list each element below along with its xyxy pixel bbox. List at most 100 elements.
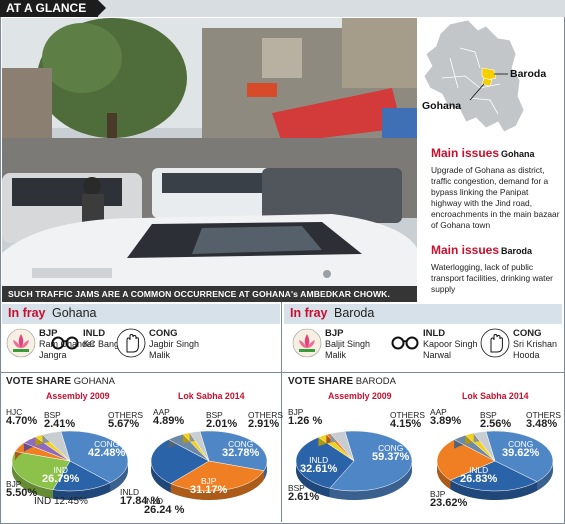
pie-label-party: BJP [430, 489, 446, 499]
pie-label-value: 42.48% [88, 447, 126, 459]
pie-label-party: BJP [6, 479, 22, 489]
candidate-name: Baljit Singh Malik [325, 339, 371, 360]
pie-label-party: BJP [200, 476, 217, 486]
hand-icon [116, 328, 146, 358]
chart-title: Assembly 2009 [46, 391, 110, 401]
candidate-party: BJP [325, 328, 344, 339]
header-banner: AT A GLANCE [0, 0, 565, 17]
pie-label-value: 39.62% [502, 447, 540, 459]
pie-label-value: 2.41% [44, 418, 76, 430]
pie-label-others: OTHERS 2.91% [248, 410, 283, 430]
vote-share-title: VOTE SHARE [288, 376, 354, 387]
pie-label-others: OTHERS 4.15% [390, 411, 425, 430]
spectacles-icon [50, 328, 80, 358]
vote-share-place: GOHANA [73, 376, 115, 387]
pie-label-aap: AAP 3.89% [430, 408, 462, 427]
issues-place: Gohana [501, 149, 535, 159]
pie-label-aap: AAP 4.89% [153, 407, 185, 427]
pie-label-party: HJC [6, 407, 23, 417]
pie-label-party: IND [53, 465, 68, 475]
pie-label-value: 32.78% [222, 447, 260, 459]
fray-bar-gohana: In fray Gohana [2, 304, 280, 324]
pie-label-inld: INLD 26.24 % [144, 496, 185, 516]
traffic-photo-illustration [2, 18, 417, 302]
pie-label-inld: INLD 17.84 % [120, 488, 161, 507]
candidate-party: CONG [513, 328, 542, 339]
pie-label-party: CONG [228, 439, 254, 449]
lotus-icon [292, 328, 322, 358]
pie-label-inld: INLD 26.83% [460, 465, 497, 485]
pie-label-bsp: BSP 2.61% [288, 484, 319, 503]
pie-label-party: OTHERS [108, 410, 143, 420]
pie-label-others: OTHERS 3.48% [526, 410, 561, 430]
vote-share-heading-gohana: VOTE SHARE GOHANA [6, 376, 115, 387]
pie-label-party: CONG [508, 439, 534, 449]
issues-baroda-text: Waterlogging, lack of public transport f… [431, 262, 553, 294]
pie-label-others: OTHERS 5.67% [108, 410, 143, 430]
pie-label-party: INLD [469, 465, 489, 475]
fray-place: Baroda [334, 306, 375, 320]
pie-label-party: OTHERS [526, 410, 561, 420]
issues-heading-text: Main issues [431, 146, 500, 160]
fray-label: In fray [8, 306, 46, 320]
pie-label-party: CONG [378, 443, 404, 453]
vote-share-heading-baroda: VOTE SHARE BARODA [288, 376, 396, 387]
pie-label-value: 31.17% [190, 484, 228, 496]
spectacles-icon [390, 328, 420, 358]
pie-label-value: 26.79% [42, 473, 80, 485]
issues-gohana-text: Upgrade of Gohana as district, traffic c… [431, 165, 560, 230]
haryana-map: Baroda Gohana [420, 18, 563, 143]
pie-label-value: 59.37% [372, 451, 410, 463]
pie-label-value: 3.48% [526, 418, 558, 430]
pie-label-value: 3.89% [430, 415, 462, 427]
pie-label-bjp: BJP 5.50% [6, 479, 37, 499]
lotus-icon [6, 328, 36, 358]
gohana-highlight [481, 77, 493, 87]
chart-title: Lok Sabha 2014 [462, 391, 529, 401]
fray-label: In fray [290, 306, 328, 320]
pie-label-value: 5.67% [108, 418, 140, 430]
pie-label-cong: CONG 42.48% [88, 439, 126, 459]
pie-label-inld: INLD 32.61% [300, 456, 337, 475]
vote-share-title: VOTE SHARE [6, 376, 72, 387]
pie-label-party: CONG [94, 439, 120, 449]
chart-title: Lok Sabha 2014 [178, 391, 245, 401]
pie-label-value: 4.89% [153, 415, 185, 427]
pie-label-value: 1.26 % [288, 415, 323, 427]
pie-label-party: INLD [144, 496, 164, 506]
pie-label-party: AAP [153, 407, 170, 417]
candidate-party: CONG [149, 328, 178, 339]
photo-caption: SUCH TRAFFIC JAMS ARE A COMMON OCCURRENC… [2, 286, 417, 302]
issues-place: Baroda [501, 246, 533, 256]
pie-label-cong: CONG 59.37% [372, 443, 410, 463]
issues-heading-text: Main issues [431, 243, 500, 257]
pie-label-party: OTHERS [248, 410, 283, 420]
pie-label-value: 17.84 % [120, 495, 161, 507]
fray-place: Gohana [52, 306, 97, 320]
pie-label-value: 2.56% [480, 418, 512, 430]
pie-label-bjp: BJP 1.26 % [288, 408, 323, 427]
pie-label-ind: IND 26.79% [42, 465, 80, 485]
page-title: AT A GLANCE [0, 0, 107, 17]
column-divider [281, 302, 282, 522]
candidate-party: BJP [39, 328, 58, 339]
pie-label-value: 26.24 % [144, 504, 185, 516]
pie-label-hjc: HJC 4.70% [6, 407, 37, 427]
pie-label-ind-extra: IND 12.45% [34, 496, 88, 507]
candidate-name: Kapoor Singh Narwal [423, 339, 478, 360]
fray-bar-baroda: In fray Baroda [284, 304, 562, 324]
candidate-name: Jagbir Singh Malik [149, 339, 200, 360]
map-label-baroda: Baroda [510, 68, 547, 80]
pie-label-bsp: BSP 2.56% [480, 411, 512, 430]
baroda-highlight [481, 67, 497, 81]
issues-gohana-heading: Main issues Gohana [431, 146, 535, 160]
candidate-party: INLD [423, 328, 446, 339]
candidate-name: KC Bangar [83, 339, 128, 349]
vote-share-place: BARODA [355, 376, 396, 387]
state-map-graphic [423, 19, 525, 133]
hand-icon [480, 328, 510, 358]
candidate-party: INLD [83, 328, 106, 339]
news-photo [2, 18, 417, 302]
pie-label-bsp: BSP 2.41% [44, 411, 76, 430]
pie-label-bjp: BJP 31.17% [190, 476, 228, 496]
